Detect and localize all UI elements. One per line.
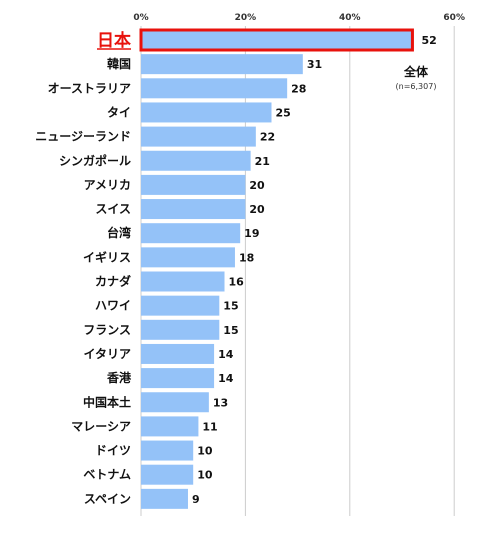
category-label: 中国本土: [83, 394, 131, 409]
value-label: 9: [192, 493, 200, 506]
category-label: 香港: [106, 370, 132, 385]
bar: [141, 150, 251, 171]
category-label: 台湾: [107, 225, 131, 240]
x-tick-label: 60%: [443, 13, 465, 23]
x-tick-label: 40%: [339, 13, 361, 23]
x-tick-label: 0%: [133, 13, 148, 23]
bar: [141, 416, 199, 437]
bar: [141, 199, 246, 220]
value-label: 21: [255, 155, 270, 168]
bar: [141, 223, 241, 244]
category-label: タイ: [107, 105, 131, 119]
bar: [141, 392, 209, 413]
value-label: 20: [249, 179, 265, 192]
category-label: 日本: [97, 30, 131, 51]
value-label: 11: [202, 420, 217, 433]
value-label: 13: [213, 396, 228, 409]
value-label: 15: [223, 300, 238, 313]
category-label: ハワイ: [95, 299, 131, 313]
legend-title: 全体: [403, 64, 429, 79]
value-label: 18: [239, 251, 254, 264]
bar: [141, 319, 220, 340]
bar: [141, 271, 225, 292]
category-label: スイス: [95, 202, 131, 216]
bar: [141, 440, 194, 461]
category-label: イタリア: [83, 347, 131, 361]
bar: [141, 102, 272, 123]
legend-note: (n=6,307): [396, 82, 437, 91]
value-label: 25: [276, 106, 291, 119]
category-label: アメリカ: [84, 178, 131, 192]
category-label: ベトナム: [83, 468, 131, 482]
value-label: 14: [218, 348, 234, 361]
value-label: 10: [197, 469, 213, 482]
value-label: 15: [223, 324, 238, 337]
bar: [139, 28, 414, 52]
value-label: 28: [291, 82, 306, 95]
category-label: ドイツ: [95, 444, 131, 458]
bar: [141, 126, 256, 147]
x-tick-label: 20%: [235, 13, 257, 23]
bar: [141, 343, 215, 364]
value-label: 22: [260, 131, 275, 144]
bar: [141, 247, 235, 268]
category-label: オーストラリア: [48, 81, 131, 95]
value-label: 20: [249, 203, 265, 216]
value-label: 14: [218, 372, 234, 385]
category-label: マレーシア: [71, 419, 131, 433]
value-label: 16: [229, 276, 245, 289]
category-labels: 日本韓国オーストラリアタイニュージーランドシンガポールアメリカスイス台湾イギリス…: [35, 30, 132, 506]
bar: [141, 368, 215, 389]
category-label: フランス: [83, 323, 131, 337]
value-label: 19: [244, 227, 259, 240]
legend: 全体 (n=6,307): [396, 64, 437, 91]
value-label: 10: [197, 445, 213, 458]
value-label: 52: [421, 34, 436, 47]
category-label: ニュージーランド: [35, 130, 131, 144]
bars: [139, 28, 414, 509]
bar: [141, 464, 194, 485]
bar: [141, 295, 220, 316]
bar: [141, 54, 303, 75]
category-label: カナダ: [95, 274, 131, 289]
category-label: 韓国: [107, 56, 131, 71]
bar: [141, 174, 246, 195]
bar: [141, 488, 188, 509]
category-label: イギリス: [83, 249, 131, 264]
category-label: スペイン: [84, 492, 131, 506]
value-label: 31: [307, 58, 322, 71]
category-label: シンガポール: [59, 153, 131, 168]
x-axis-ticks: 0% 20% 40% 60%: [133, 13, 465, 23]
bar: [141, 78, 288, 99]
